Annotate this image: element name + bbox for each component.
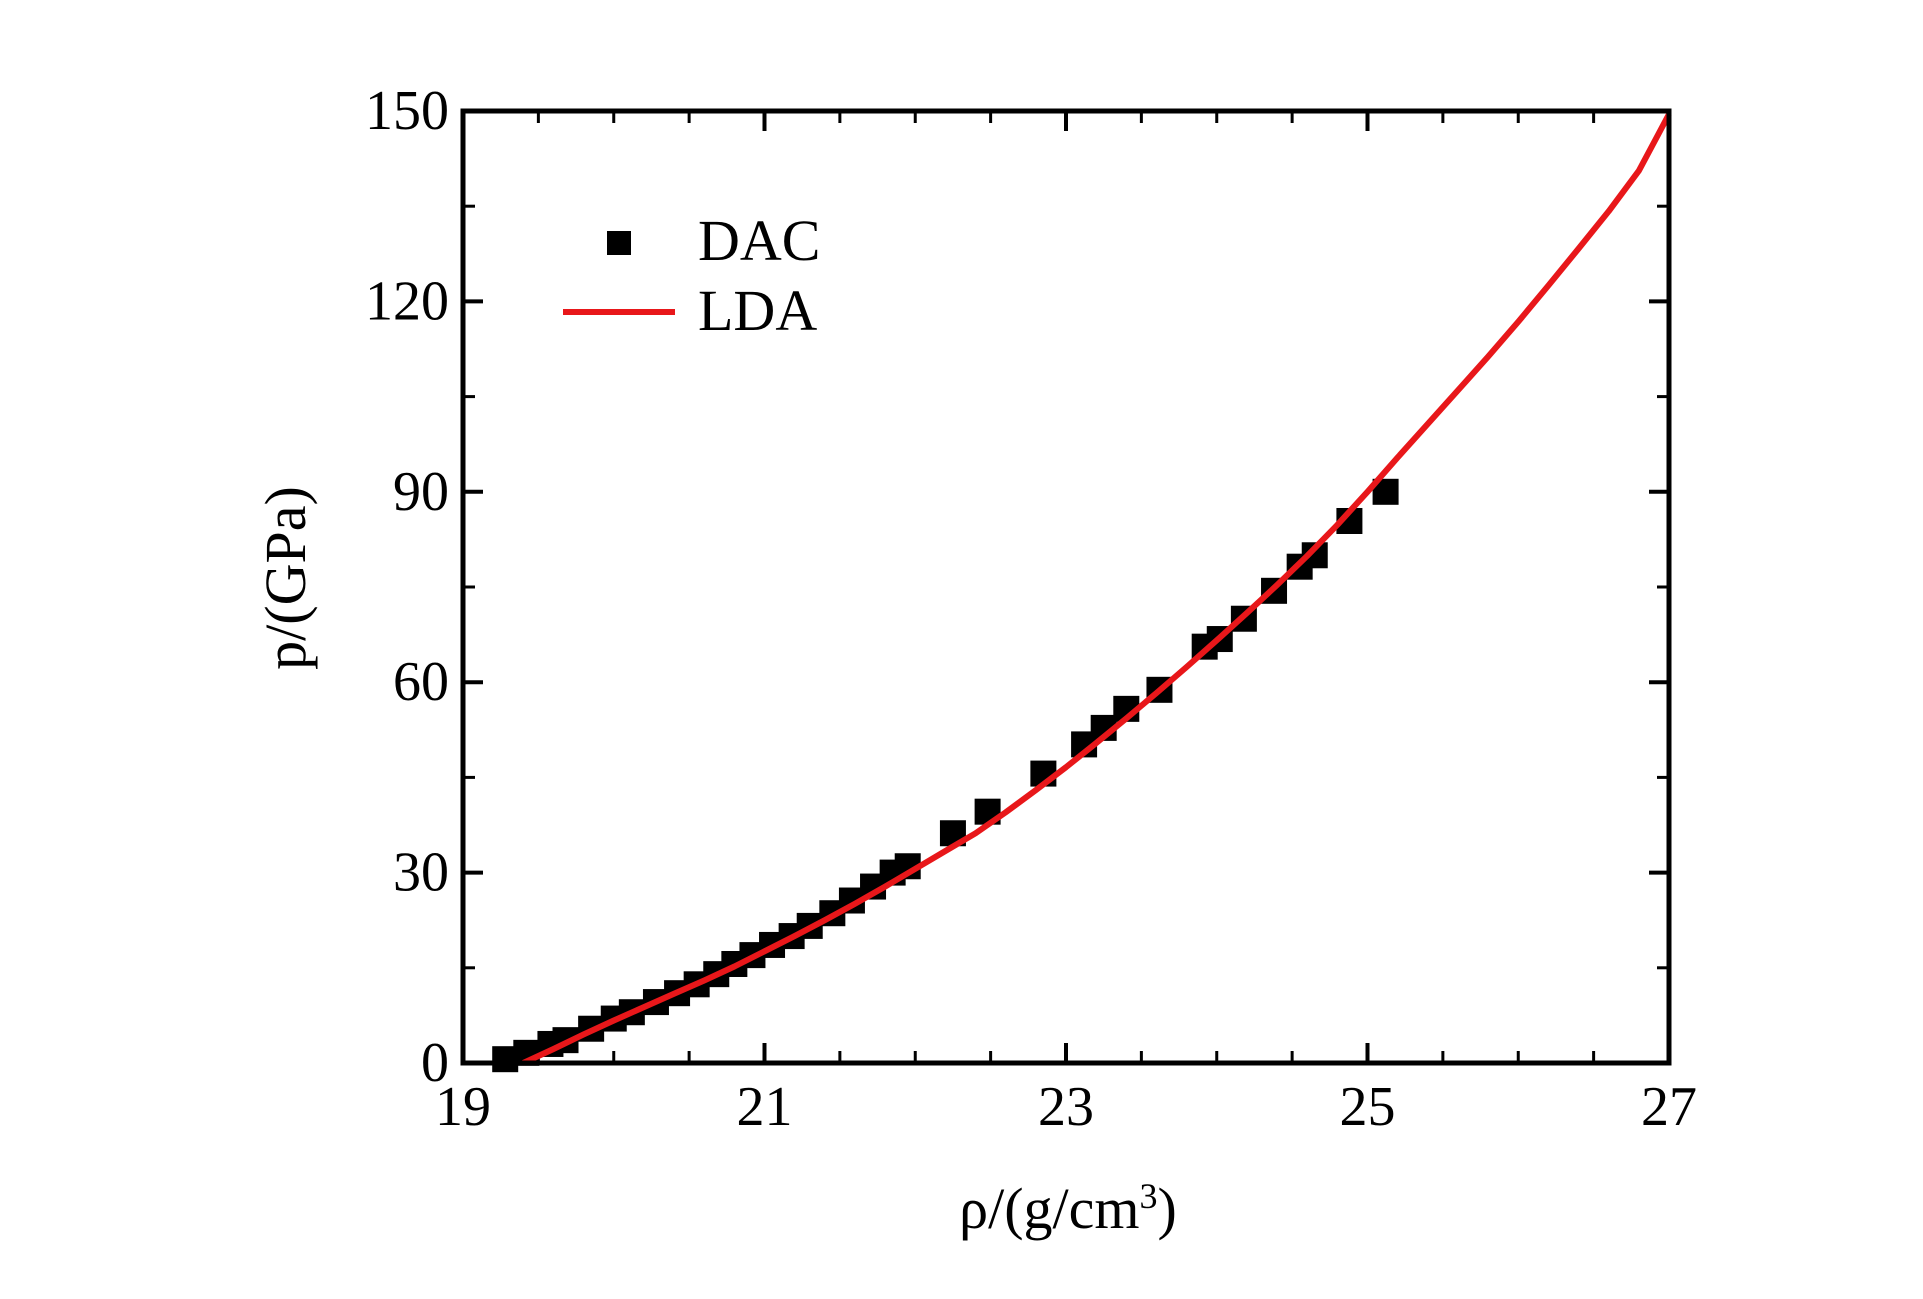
x-tick-label: 19: [435, 1076, 491, 1138]
y-tick-label: 90: [393, 461, 449, 523]
x-axis-title-superscript: 3: [1140, 1176, 1158, 1216]
y-tick-label: 120: [365, 270, 449, 332]
series-layer: [492, 112, 1672, 1073]
y-tick-label: 150: [365, 80, 449, 142]
minor-ticks: [463, 111, 1669, 1063]
y-axis-title-text: p/(GPa): [253, 486, 318, 670]
y-tick-label: 60: [393, 651, 449, 713]
major-ticks: [461, 109, 1671, 1065]
plot-frame: [460, 108, 1672, 1066]
legend-label-lda: LDA: [698, 278, 817, 343]
y-axis-title: p/(GPa): [253, 486, 318, 670]
x-tick-label: 27: [1641, 1076, 1697, 1138]
x-axis-title-main: ρ/(g/cm: [959, 1176, 1139, 1241]
lda-line: [522, 112, 1672, 1066]
y-tick-label: 30: [393, 842, 449, 904]
x-tick-label: 25: [1340, 1076, 1396, 1138]
x-tick-labels: 19 21 23 25 27: [435, 1076, 1697, 1138]
x-axis-title-close: ): [1158, 1176, 1177, 1241]
y-tick-label: 0: [421, 1032, 449, 1094]
legend: DAC LDA: [563, 208, 820, 343]
x-tick-label: 23: [1038, 1076, 1094, 1138]
legend-label-dac: DAC: [698, 208, 820, 273]
x-axis-title: ρ/(g/cm3): [959, 1176, 1177, 1241]
legend-marker-dac: [607, 231, 631, 255]
x-tick-label: 21: [737, 1076, 793, 1138]
y-tick-labels: 0 30 60 90 120 150: [365, 80, 449, 1094]
